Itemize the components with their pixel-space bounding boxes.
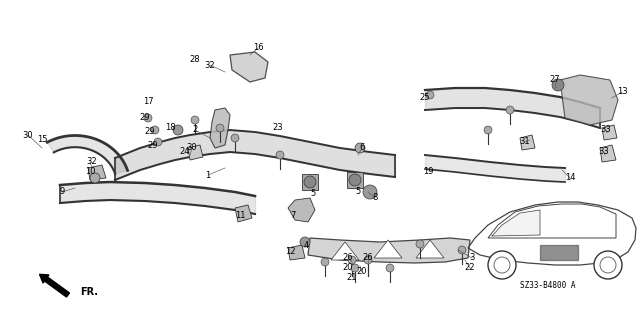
Text: 5: 5	[355, 187, 360, 196]
Text: 8: 8	[372, 194, 378, 203]
Polygon shape	[540, 245, 578, 260]
Text: 12: 12	[285, 248, 295, 256]
Circle shape	[173, 125, 183, 135]
Circle shape	[321, 258, 329, 266]
Text: 26: 26	[342, 254, 353, 263]
Polygon shape	[188, 145, 203, 160]
Text: 7: 7	[291, 211, 296, 219]
Circle shape	[348, 256, 356, 264]
Text: FR.: FR.	[80, 287, 98, 297]
Circle shape	[363, 185, 377, 199]
Polygon shape	[331, 242, 359, 260]
Text: 30: 30	[187, 144, 197, 152]
Circle shape	[231, 134, 239, 142]
Text: 6: 6	[359, 144, 365, 152]
Text: 2: 2	[193, 125, 198, 135]
Polygon shape	[47, 136, 127, 174]
Circle shape	[594, 251, 622, 279]
Circle shape	[458, 246, 466, 254]
Polygon shape	[235, 205, 252, 222]
Text: 13: 13	[617, 87, 627, 97]
Text: 27: 27	[550, 76, 560, 85]
Text: 17: 17	[143, 98, 154, 107]
Text: 11: 11	[235, 211, 245, 219]
Circle shape	[386, 264, 394, 272]
Text: 33: 33	[598, 147, 609, 157]
Text: 20: 20	[356, 268, 367, 277]
Circle shape	[416, 240, 424, 248]
Circle shape	[506, 106, 514, 114]
Text: 16: 16	[253, 43, 263, 53]
Text: 20: 20	[343, 263, 353, 272]
Circle shape	[426, 91, 434, 99]
Text: 5: 5	[310, 189, 316, 197]
Polygon shape	[230, 52, 268, 82]
Text: 25: 25	[420, 93, 430, 102]
Text: 29: 29	[148, 140, 158, 150]
Circle shape	[144, 114, 152, 122]
Text: 23: 23	[273, 123, 284, 132]
Circle shape	[90, 173, 100, 183]
Polygon shape	[88, 165, 106, 180]
Polygon shape	[210, 108, 230, 148]
Polygon shape	[492, 210, 540, 236]
Text: 33: 33	[600, 125, 611, 135]
Text: 29: 29	[140, 114, 150, 122]
Circle shape	[552, 79, 564, 91]
Circle shape	[154, 138, 162, 146]
Polygon shape	[308, 238, 470, 263]
Text: 3: 3	[469, 254, 475, 263]
Text: 21: 21	[347, 273, 357, 283]
Polygon shape	[288, 245, 305, 260]
Circle shape	[484, 126, 492, 134]
Polygon shape	[416, 240, 444, 258]
Circle shape	[151, 126, 159, 134]
Polygon shape	[560, 75, 618, 125]
Text: 30: 30	[22, 130, 33, 139]
Circle shape	[351, 264, 359, 272]
Circle shape	[300, 237, 310, 247]
Circle shape	[349, 174, 361, 186]
Polygon shape	[374, 240, 402, 258]
Text: 29: 29	[145, 128, 156, 137]
Polygon shape	[288, 198, 315, 222]
Circle shape	[364, 256, 372, 264]
Circle shape	[355, 143, 365, 153]
Text: 22: 22	[465, 263, 476, 272]
Circle shape	[304, 176, 316, 188]
Text: 32: 32	[205, 61, 215, 70]
Text: 18: 18	[164, 123, 175, 132]
Text: SZ33-B4800 A: SZ33-B4800 A	[520, 280, 576, 290]
Text: 14: 14	[564, 174, 575, 182]
Circle shape	[488, 251, 516, 279]
Text: 19: 19	[423, 167, 433, 176]
FancyArrow shape	[40, 274, 70, 297]
Polygon shape	[602, 125, 617, 140]
Circle shape	[191, 116, 199, 124]
Text: 24: 24	[180, 147, 190, 157]
Polygon shape	[600, 145, 616, 162]
Text: 10: 10	[84, 167, 95, 176]
Polygon shape	[302, 174, 318, 190]
Text: 4: 4	[303, 241, 308, 250]
Text: 31: 31	[520, 137, 531, 146]
Text: 26: 26	[363, 254, 373, 263]
Circle shape	[216, 124, 224, 132]
Polygon shape	[520, 135, 535, 150]
Text: 15: 15	[36, 136, 47, 145]
Text: 28: 28	[189, 56, 200, 64]
Polygon shape	[347, 172, 363, 188]
Text: 1: 1	[205, 170, 211, 180]
Text: 32: 32	[86, 158, 97, 167]
Text: 9: 9	[60, 188, 65, 197]
Circle shape	[276, 151, 284, 159]
